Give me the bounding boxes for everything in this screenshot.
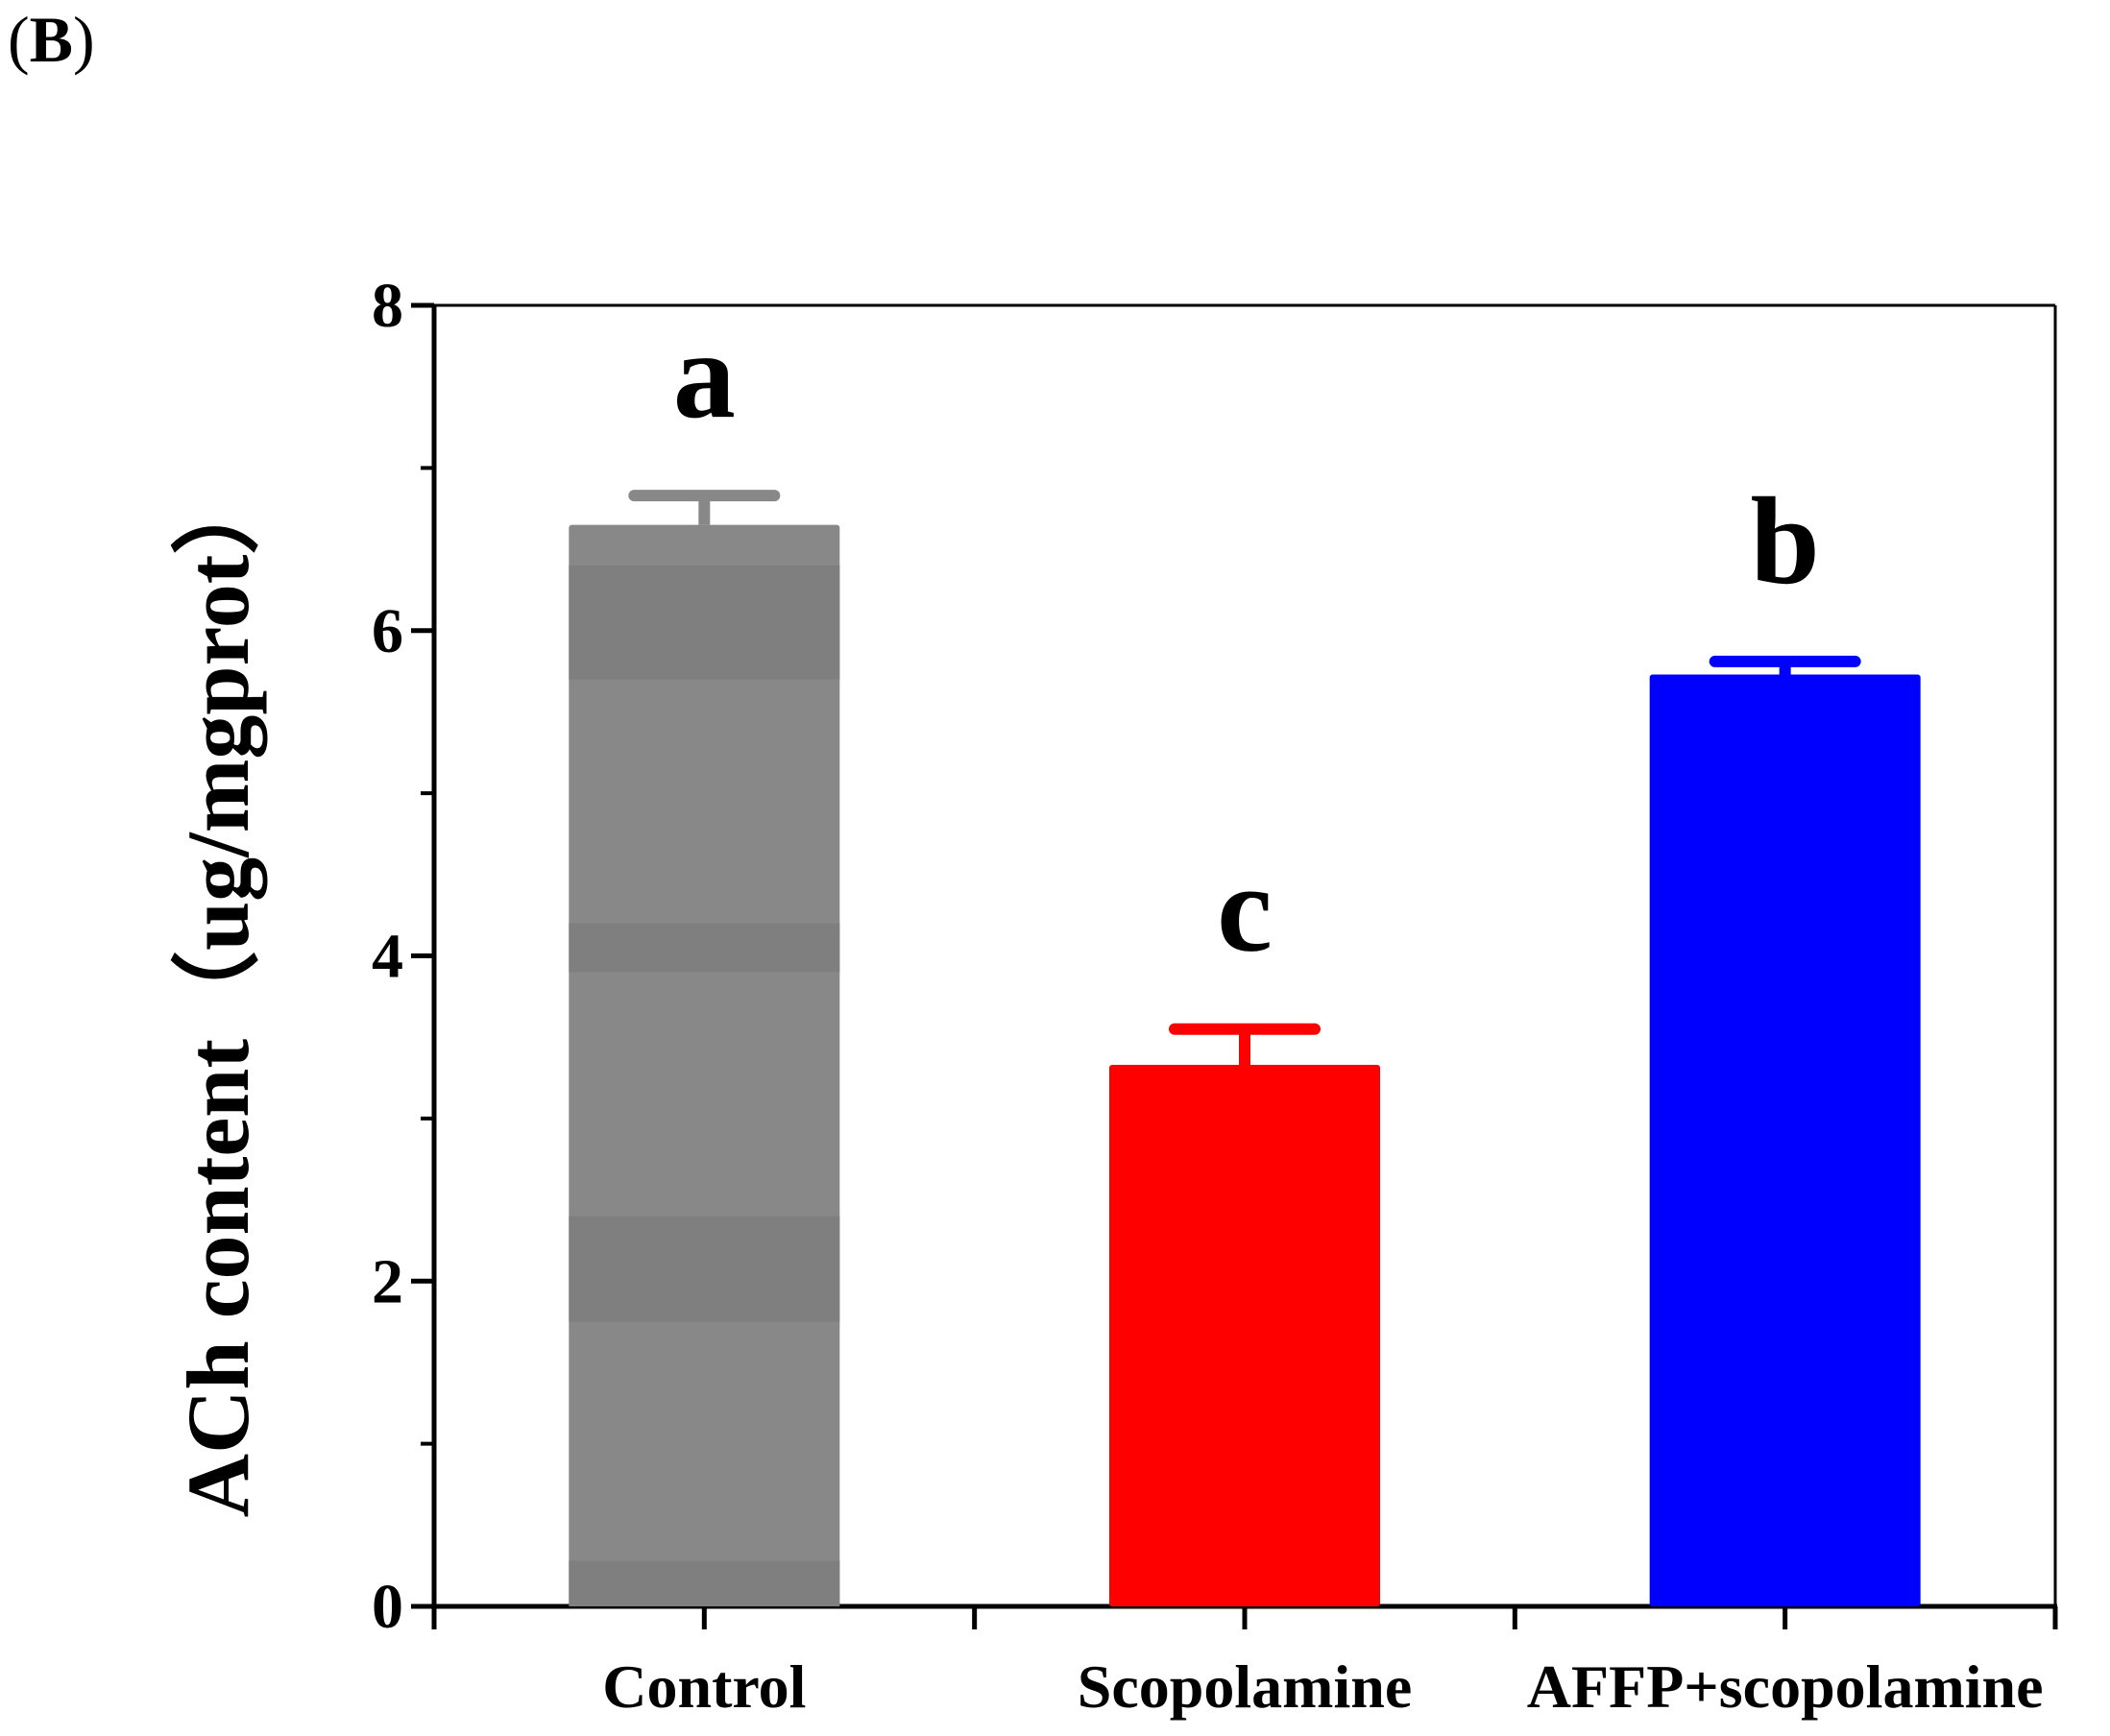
error-bars bbox=[628, 490, 1861, 1065]
y-tick-label: 8 bbox=[372, 271, 403, 341]
bar-shade-band bbox=[569, 566, 840, 680]
bar-shade-band bbox=[569, 923, 840, 973]
y-axis-ticks: 0 2 4 6 8 bbox=[372, 271, 434, 1642]
bars bbox=[569, 524, 1921, 1606]
panel-label-letter: B bbox=[29, 3, 74, 76]
significance-letter: c bbox=[1217, 840, 1273, 978]
bar-scopolamine bbox=[1109, 1064, 1380, 1606]
significance-letters: a c b bbox=[673, 306, 1820, 978]
bar-affp-scopolamine bbox=[1649, 674, 1921, 1606]
panel-label: (B) bbox=[8, 2, 95, 78]
bar-control bbox=[569, 524, 840, 1606]
panel-label-open: ( bbox=[8, 3, 30, 76]
y-tick-label: 0 bbox=[372, 1572, 403, 1642]
x-category-label: Scopolamine bbox=[1078, 1652, 1412, 1721]
category-labels: Control Scopolamine AFFP+scopolamine bbox=[602, 1652, 2043, 1721]
y-axis-label: ACh content（ug/mgprot） bbox=[169, 467, 267, 1518]
bar-shade-band bbox=[569, 1216, 840, 1322]
bar-shade-band bbox=[569, 1560, 840, 1606]
x-axis-ticks bbox=[431, 1606, 2058, 1629]
x-category-label: AFFP+scopolamine bbox=[1527, 1652, 2044, 1721]
y-tick-label: 4 bbox=[372, 922, 403, 992]
y-tick-label: 6 bbox=[372, 596, 403, 666]
significance-letter: a bbox=[673, 306, 736, 445]
significance-letter: b bbox=[1751, 472, 1820, 611]
y-tick-label: 2 bbox=[372, 1246, 403, 1316]
panel-label-close: ) bbox=[73, 3, 95, 76]
x-category-label: Control bbox=[602, 1652, 806, 1721]
